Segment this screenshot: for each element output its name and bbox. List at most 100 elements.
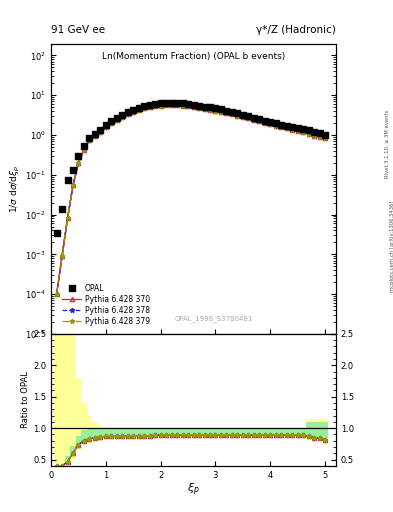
Line: OPAL: OPAL <box>54 100 328 236</box>
Pythia 6.428 378 <box>279 124 284 130</box>
Pythia 6.428 379 <box>263 120 267 126</box>
OPAL <box>208 104 212 110</box>
Pythia 6.428 370 <box>257 118 262 124</box>
OPAL <box>306 127 311 134</box>
Pythia 6.428 379 <box>103 124 108 130</box>
Pythia 6.428 370 <box>295 128 300 134</box>
OPAL <box>186 101 191 107</box>
Pythia 6.428 370 <box>93 133 97 139</box>
Pythia 6.428 379 <box>290 126 294 133</box>
Text: γ*/Z (Hadronic): γ*/Z (Hadronic) <box>256 25 336 35</box>
OPAL <box>252 115 256 121</box>
Pythia 6.428 370 <box>76 160 81 166</box>
Pythia 6.428 378 <box>285 125 289 132</box>
Pythia 6.428 379 <box>186 103 191 110</box>
Pythia 6.428 370 <box>252 117 256 123</box>
Pythia 6.428 370 <box>186 103 191 110</box>
Pythia 6.428 379 <box>164 102 169 108</box>
Pythia 6.428 378 <box>93 133 97 139</box>
Pythia 6.428 370 <box>131 109 136 115</box>
Pythia 6.428 379 <box>158 102 163 109</box>
Pythia 6.428 379 <box>120 114 125 120</box>
Pythia 6.428 370 <box>268 121 273 127</box>
OPAL <box>82 143 86 150</box>
Pythia 6.428 370 <box>202 105 207 112</box>
OPAL <box>290 124 294 130</box>
Pythia 6.428 370 <box>87 137 92 143</box>
Pythia 6.428 379 <box>65 216 70 222</box>
OPAL <box>241 112 245 118</box>
Pythia 6.428 379 <box>274 122 278 129</box>
Pythia 6.428 378 <box>252 117 256 123</box>
OPAL <box>224 108 229 114</box>
OPAL <box>295 125 300 131</box>
Pythia 6.428 370 <box>274 122 278 129</box>
Pythia 6.428 370 <box>230 111 234 117</box>
Pythia 6.428 379 <box>131 109 136 115</box>
Pythia 6.428 370 <box>114 116 119 122</box>
Pythia 6.428 378 <box>219 109 223 115</box>
OPAL <box>142 103 147 109</box>
Pythia 6.428 370 <box>71 182 75 188</box>
Pythia 6.428 370 <box>82 146 86 153</box>
Pythia 6.428 378 <box>191 104 196 110</box>
Pythia 6.428 370 <box>125 111 130 117</box>
OPAL <box>317 130 322 136</box>
Pythia 6.428 378 <box>323 135 327 141</box>
Pythia 6.428 378 <box>136 107 141 113</box>
Pythia 6.428 379 <box>196 105 201 111</box>
OPAL <box>323 132 327 138</box>
Pythia 6.428 370 <box>263 120 267 126</box>
Line: Pythia 6.428 378: Pythia 6.428 378 <box>54 102 327 296</box>
Pythia 6.428 378 <box>263 120 267 126</box>
Pythia 6.428 379 <box>246 115 251 121</box>
OPAL <box>125 109 130 115</box>
Pythia 6.428 379 <box>175 102 180 108</box>
Pythia 6.428 370 <box>164 102 169 108</box>
OPAL <box>257 116 262 122</box>
Pythia 6.428 379 <box>219 109 223 115</box>
OPAL <box>219 106 223 113</box>
OPAL <box>301 126 305 132</box>
Pythia 6.428 379 <box>136 107 141 113</box>
OPAL <box>268 119 273 125</box>
OPAL <box>263 118 267 124</box>
Pythia 6.428 370 <box>196 105 201 111</box>
Pythia 6.428 379 <box>268 121 273 127</box>
Pythia 6.428 370 <box>208 106 212 113</box>
Pythia 6.428 378 <box>65 216 70 222</box>
OPAL <box>175 100 180 106</box>
OPAL <box>147 102 152 108</box>
Pythia 6.428 370 <box>153 103 158 109</box>
OPAL <box>136 105 141 111</box>
Pythia 6.428 370 <box>306 131 311 137</box>
Pythia 6.428 378 <box>208 106 212 113</box>
Pythia 6.428 370 <box>301 129 305 135</box>
Pythia 6.428 378 <box>301 129 305 135</box>
Pythia 6.428 378 <box>71 182 75 188</box>
Pythia 6.428 370 <box>285 125 289 132</box>
Pythia 6.428 378 <box>175 102 180 108</box>
Pythia 6.428 378 <box>306 131 311 137</box>
Pythia 6.428 370 <box>120 114 125 120</box>
Pythia 6.428 370 <box>241 114 245 120</box>
Pythia 6.428 378 <box>268 121 273 127</box>
Pythia 6.428 378 <box>76 160 81 166</box>
Pythia 6.428 378 <box>312 133 316 139</box>
Pythia 6.428 379 <box>279 124 284 130</box>
Pythia 6.428 378 <box>230 111 234 117</box>
Pythia 6.428 370 <box>175 102 180 108</box>
OPAL <box>279 122 284 128</box>
Pythia 6.428 379 <box>114 116 119 122</box>
Pythia 6.428 378 <box>295 128 300 134</box>
Pythia 6.428 370 <box>60 253 64 259</box>
Pythia 6.428 378 <box>169 102 174 108</box>
Pythia 6.428 370 <box>65 216 70 222</box>
OPAL <box>285 123 289 129</box>
Pythia 6.428 379 <box>306 131 311 137</box>
Pythia 6.428 370 <box>147 104 152 110</box>
Pythia 6.428 378 <box>103 124 108 130</box>
Pythia 6.428 378 <box>241 114 245 120</box>
OPAL <box>164 100 169 106</box>
OPAL <box>230 109 234 115</box>
